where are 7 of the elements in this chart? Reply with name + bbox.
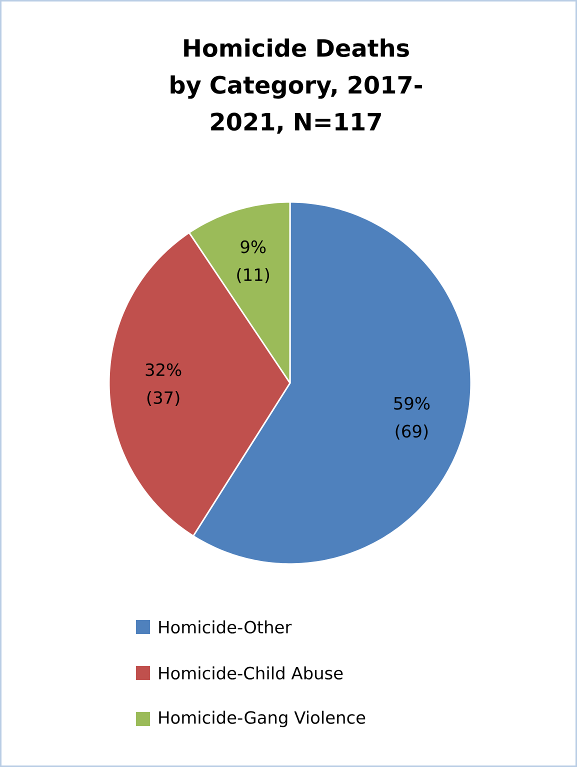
- chart-title: Homicide Deaths by Category, 2017-2021, N=117: [170, 38, 422, 134]
- legend-label: Homicide-Gang Violence: [159, 710, 366, 728]
- data-label: 9% (11): [237, 240, 270, 284]
- data-label: 32% (37): [146, 363, 182, 406]
- legend-label: Homicide-Other: [159, 620, 292, 634]
- legend-label: Homicide-Child Abuse: [159, 666, 343, 680]
- data-label: 59% (69): [394, 396, 430, 440]
